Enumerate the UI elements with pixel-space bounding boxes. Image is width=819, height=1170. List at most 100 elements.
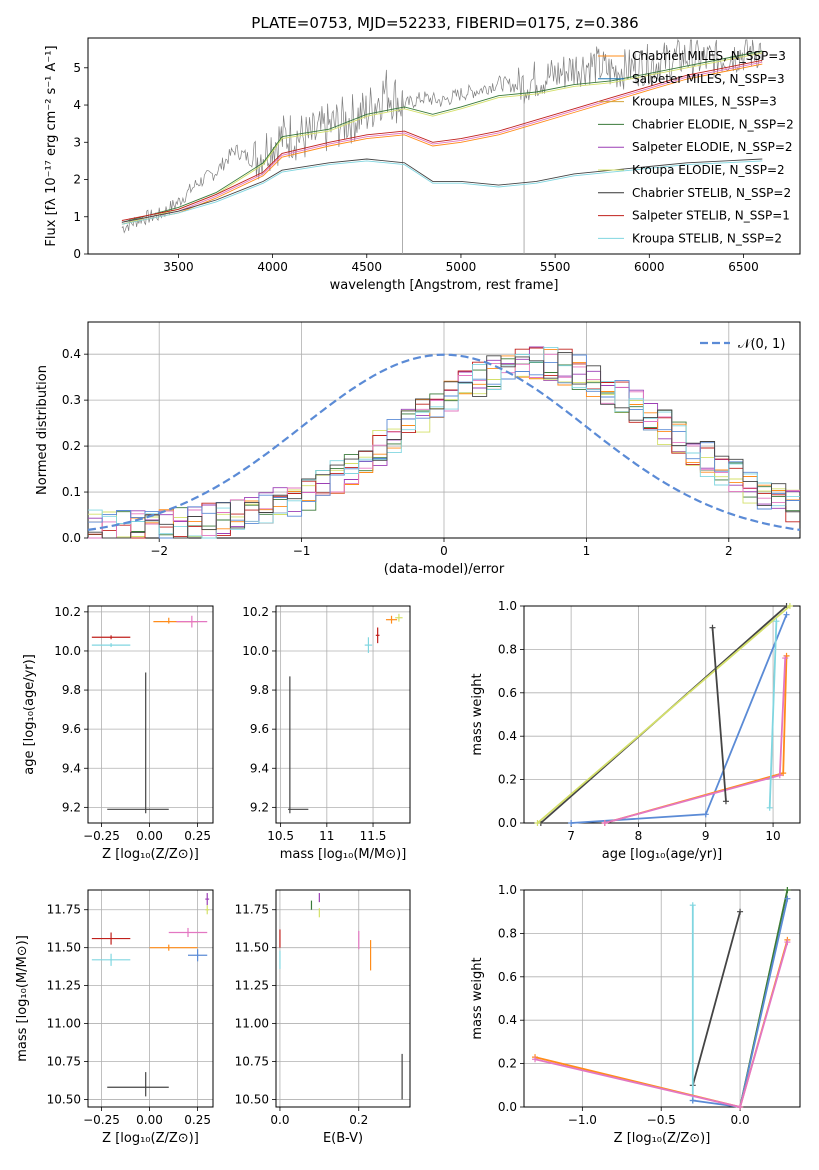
spectrum-xtick-label-1: 4000 bbox=[257, 260, 288, 274]
mass-vs-EBV-ytick-label-0: 10.50 bbox=[235, 1092, 269, 1106]
weight-vs-Z-frame bbox=[523, 889, 801, 1108]
spectrum-panel: 3500 4000 4500 5000 5500 6000 6500 0 1 2 3 4 5 wavele… bbox=[44, 37, 801, 293]
spectrum-ytick-label-1: 1 bbox=[73, 210, 81, 224]
spectrum-xtick-label-4: 5500 bbox=[540, 260, 571, 274]
residuals-hist-8 bbox=[88, 352, 800, 539]
weight-vs-age-marker-6-0 bbox=[766, 804, 773, 811]
residuals-panel: −2 −1 0 1 2 0.0 0.1 0.2 0.3 0.4 (data-model)/error… bbox=[35, 321, 801, 577]
weight-vs-Z-ytick-label-1: 0.2 bbox=[498, 1057, 517, 1071]
mass-vs-Z-ytick-label-3: 11.25 bbox=[47, 979, 81, 993]
residuals-gaussian-curve bbox=[87, 353, 801, 531]
spectrum-model-2-0 bbox=[121, 160, 763, 225]
spectrum-ytick-label-5: 5 bbox=[73, 61, 81, 75]
mass-vs-Z-ylabel: mass [log₁₀(M/M⊙)] bbox=[15, 935, 30, 1062]
mass-vs-Z-ytick-label-5: 11.75 bbox=[47, 903, 81, 917]
mass-vs-Z-ytick-label-4: 11.50 bbox=[47, 941, 81, 955]
age-vs-mass-ytick-label-1: 9.4 bbox=[250, 761, 269, 775]
weight-vs-age-ytick-label-2: 0.4 bbox=[498, 729, 517, 743]
residuals-xtick-label-3: 1 bbox=[583, 544, 591, 558]
weight-vs-age-line-1 bbox=[536, 605, 791, 824]
spectrum-legend-label-3: Chabrier ELODIE, N_SSP=2 bbox=[632, 117, 794, 131]
weight-vs-Z-ylabel: mass weight bbox=[470, 957, 485, 1039]
age-vs-mass-frame bbox=[275, 605, 411, 824]
residuals-ytick-label-0: 0.0 bbox=[62, 531, 81, 545]
age-vs-mass-ytick-label-0: 9.2 bbox=[250, 800, 269, 814]
spectrum-model-1-2 bbox=[121, 59, 763, 221]
residuals-ytick-label-1: 0.1 bbox=[62, 485, 81, 499]
age-vs-mass-ytick-label-5: 10.2 bbox=[242, 605, 269, 619]
weight-vs-age-marker-5-1 bbox=[722, 798, 729, 805]
residuals-ytick-label-3: 0.3 bbox=[62, 393, 81, 407]
age-vs-mass-xtick-label-1: 11 bbox=[319, 829, 334, 843]
mass-vs-Z-frame bbox=[87, 889, 214, 1108]
weight-vs-Z-marker-6-1 bbox=[737, 1104, 744, 1110]
age-vs-mass-ytick-label-3: 9.8 bbox=[250, 683, 269, 697]
residuals-xtick-label-0: −2 bbox=[150, 544, 168, 558]
weight-vs-Z-xtick-label-1: −0.5 bbox=[647, 1113, 676, 1127]
weight-vs-age-xtick-label-3: 10 bbox=[765, 829, 780, 843]
spectrum-legend-label-7: Salpeter STELIB, N_SSP=1 bbox=[632, 209, 790, 223]
spectrum-xlabel: wavelength [Angstrom, rest frame] bbox=[330, 278, 559, 293]
age-vs-Z-ytick-label-2: 9.6 bbox=[62, 722, 81, 736]
weight-vs-age-ytick-label-4: 0.8 bbox=[498, 642, 517, 656]
weight-vs-age-xlabel: age [log₁₀(age/yr)] bbox=[602, 847, 723, 862]
residuals-xlabel: (data-model)/error bbox=[384, 562, 505, 577]
spectrum-ytick-label-3: 3 bbox=[73, 135, 81, 149]
weight-vs-Z-ytick-label-3: 0.6 bbox=[498, 970, 517, 984]
spectrum-legend-label-1: Salpeter MILES, N_SSP=3 bbox=[632, 72, 785, 86]
weight-vs-Z-marker-1-0 bbox=[689, 902, 696, 909]
weight-vs-Z-xtick-label-0: −1.0 bbox=[568, 1113, 597, 1127]
age-vs-mass-ytick-label-4: 10.0 bbox=[242, 644, 269, 658]
spectrum-legend-label-2: Kroupa MILES, N_SSP=3 bbox=[632, 95, 777, 109]
mass-vs-EBV-xtick-label-0: 0.0 bbox=[270, 1113, 289, 1127]
weight-vs-Z-ytick-label-4: 0.8 bbox=[498, 926, 517, 940]
weight-vs-age-marker-4-0 bbox=[601, 820, 608, 826]
spectrum-xtick-label-3: 5000 bbox=[446, 260, 477, 274]
weight-vs-age-frame bbox=[523, 605, 801, 824]
spectrum-xtick-label-0: 3500 bbox=[163, 260, 194, 274]
age-vs-Z-ytick-label-4: 10.0 bbox=[54, 644, 81, 658]
age-vs-Z-ytick-label-1: 9.4 bbox=[62, 761, 81, 775]
mass-vs-EBV-xtick-label-1: 0.2 bbox=[349, 1113, 368, 1127]
weight-vs-Z-ytick-label-0: 0.0 bbox=[498, 1100, 517, 1114]
mass-vs-EBV-frame bbox=[275, 889, 411, 1108]
weight-vs-Z-marker-6-2 bbox=[784, 939, 791, 946]
mass-vs-EBV-ytick-label-2: 11.00 bbox=[235, 1017, 269, 1031]
age-vs-Z-ylabel: age [log₁₀(age/yr)] bbox=[22, 654, 37, 775]
spectrum-legend-label-0: Chabrier MILES, N_SSP=3 bbox=[632, 49, 786, 63]
mass-vs-Z-ytick-label-0: 10.50 bbox=[47, 1092, 81, 1106]
residuals-ytick-label-4: 0.4 bbox=[62, 347, 81, 361]
weight-vs-age-marker-6-1 bbox=[773, 618, 780, 625]
residuals-ylabel: Normed distribution bbox=[35, 365, 50, 495]
weight-vs-age-marker-1-1 bbox=[786, 603, 793, 609]
weight-vs-age-line-2 bbox=[571, 614, 788, 824]
weight-vs-age-marker-2-2 bbox=[783, 611, 790, 618]
age-vs-Z-xtick-label-0: −0.25 bbox=[83, 829, 120, 843]
mass-vs-EBV-panel: 0.0 0.2 10.50 10.75 11.00 11.25 11.50 11.75 E(B-… bbox=[235, 889, 411, 1146]
weight-vs-Z-ytick-label-2: 0.4 bbox=[498, 1013, 517, 1027]
weight-vs-Z-marker-3-1 bbox=[784, 887, 791, 893]
age-vs-Z-panel: −0.25 0.00 0.25 9.2 9.4 9.6 9.8 10.0 10.2 Z [log₁… bbox=[22, 605, 214, 862]
age-vs-mass-xtick-label-0: 10.5 bbox=[267, 829, 294, 843]
weight-vs-age-panel: 7 8 9 10 0.0 0.2 0.4 0.6 0.8 1.0 age [log₁₀(age/yr… bbox=[470, 599, 801, 862]
weight-vs-age-marker-5-0 bbox=[709, 624, 716, 631]
residuals-ytick-label-2: 0.2 bbox=[62, 439, 81, 453]
weight-vs-Z-panel: −1.0 −0.5 0.0 0.0 0.2 0.4 0.6 0.8 1.0 Z [log₁₀(Z/… bbox=[470, 883, 801, 1146]
weight-vs-age-xtick-label-1: 8 bbox=[635, 829, 643, 843]
weight-vs-age-ylabel: mass weight bbox=[470, 673, 485, 755]
weight-vs-Z-ytick-label-5: 1.0 bbox=[498, 883, 517, 897]
weight-vs-age-line-6 bbox=[768, 621, 778, 808]
weight-vs-Z-marker-4-0 bbox=[689, 1097, 696, 1104]
weight-vs-Z-line-0 bbox=[691, 911, 741, 1086]
mass-vs-EBV-ytick-label-5: 11.75 bbox=[235, 903, 269, 917]
weight-vs-Z-xtick-label-2: 0.0 bbox=[731, 1113, 750, 1127]
age-vs-Z-ytick-label-5: 10.2 bbox=[54, 605, 81, 619]
weight-vs-age-xtick-label-2: 9 bbox=[702, 829, 710, 843]
spectrum-legend-label-8: Kroupa STELIB, N_SSP=2 bbox=[632, 231, 782, 245]
weight-vs-age-ytick-label-3: 0.6 bbox=[498, 686, 517, 700]
mass-vs-Z-xtick-label-2: 0.25 bbox=[184, 1113, 211, 1127]
age-vs-Z-xlabel: Z [log₁₀(Z/Z⊙)] bbox=[102, 847, 199, 862]
age-vs-Z-frame bbox=[87, 605, 214, 824]
mass-vs-Z-panel: −0.25 0.00 0.25 10.50 10.75 11.00 11.25 11.50 11… bbox=[15, 889, 214, 1146]
spectrum-xtick-label-2: 4500 bbox=[351, 260, 382, 274]
